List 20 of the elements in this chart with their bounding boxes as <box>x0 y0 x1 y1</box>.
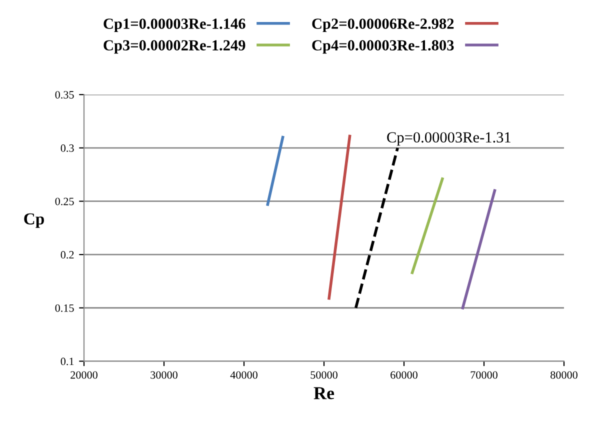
y-tick-label: 0.25 <box>55 198 74 206</box>
y-tick-label: 0.2 <box>60 251 74 259</box>
x-tick-label: 80000 <box>550 371 578 379</box>
y-axis-title: Cp <box>24 213 44 228</box>
x-axis-title: Re <box>314 387 334 400</box>
y-tick-label: 0.3 <box>60 144 74 152</box>
x-tick-label: 20000 <box>70 371 98 379</box>
y-tick-label: 0.1 <box>60 358 74 366</box>
x-tick-label: 50000 <box>310 371 338 379</box>
legend-label: Cp1=0.00003Re-1.146 <box>104 18 246 32</box>
series-label: Cp=0.00003Re-1.31 <box>387 132 510 146</box>
legend-label: Cp2=0.00006Re-2.982 <box>312 18 454 32</box>
y-tick-label: 0.35 <box>55 91 74 99</box>
x-tick-label: 40000 <box>230 371 258 379</box>
y-tick-label: 0.15 <box>55 304 74 312</box>
x-tick-label: 60000 <box>390 371 418 379</box>
legend-label: Cp4=0.00003Re-1.803 <box>312 40 454 54</box>
x-tick-label: 70000 <box>470 371 498 379</box>
legend-label: Cp3=0.00002Re-1.249 <box>104 40 246 54</box>
x-tick-label: 30000 <box>150 371 178 379</box>
